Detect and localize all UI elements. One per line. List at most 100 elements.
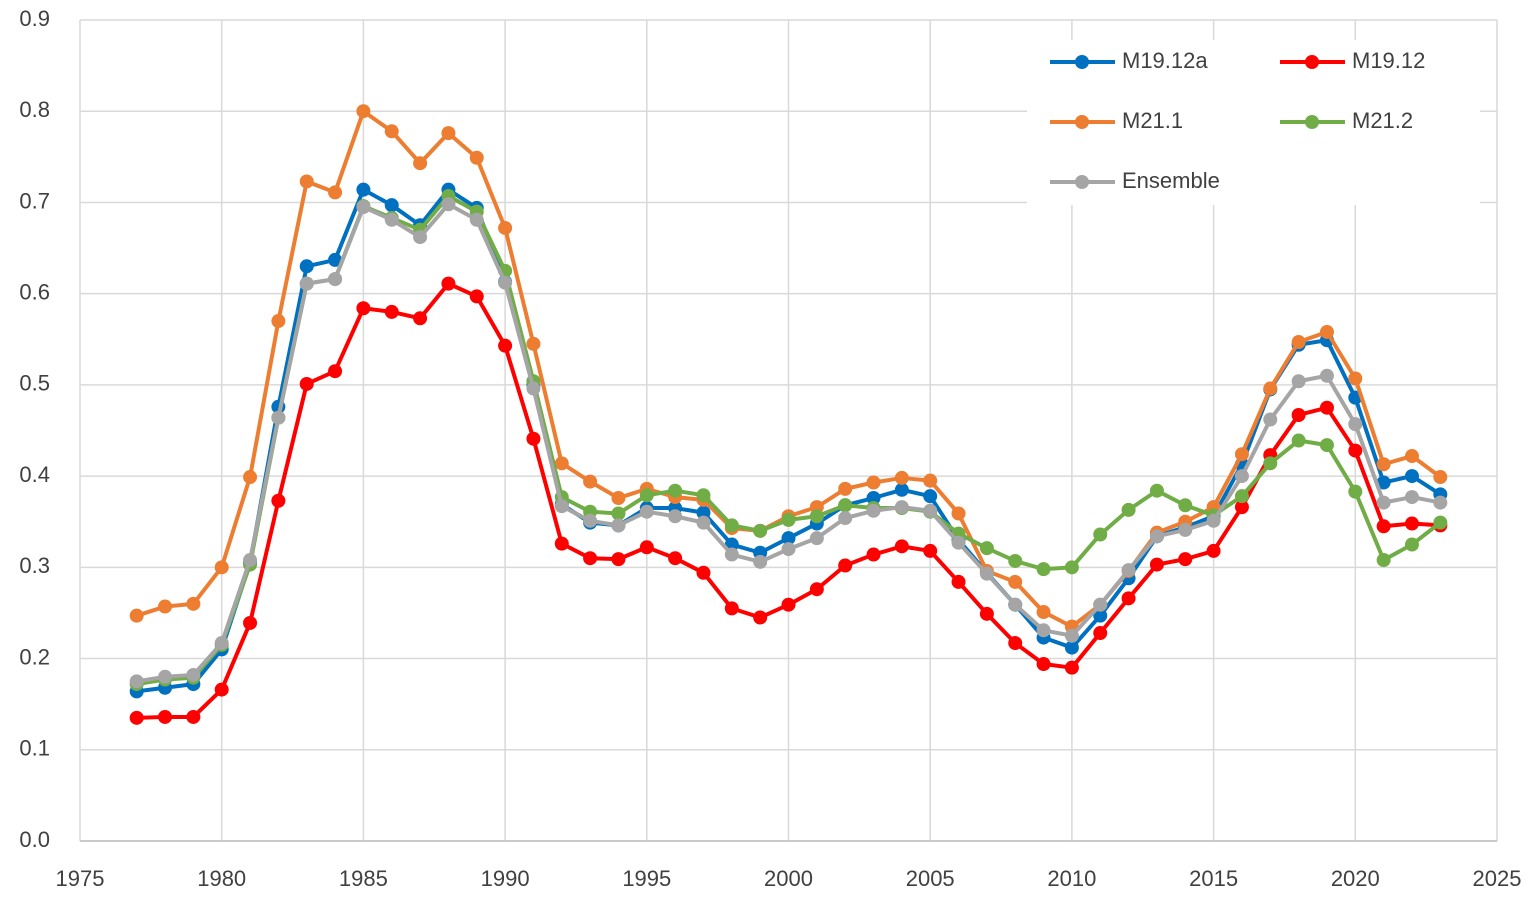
data-point xyxy=(1178,522,1193,537)
data-point xyxy=(809,582,824,597)
data-point xyxy=(214,636,229,651)
x-tick-label: 2000 xyxy=(764,866,813,891)
x-tick-label: 2005 xyxy=(906,866,955,891)
data-point xyxy=(243,615,258,630)
data-point xyxy=(979,606,994,621)
legend-marker xyxy=(1305,55,1319,69)
data-point xyxy=(158,669,173,684)
legend-entry: M21.2 xyxy=(1280,108,1413,133)
data-point xyxy=(1008,636,1023,651)
data-point xyxy=(1433,470,1448,485)
legend-marker xyxy=(1305,115,1319,129)
data-point xyxy=(1433,515,1448,530)
data-point xyxy=(1376,495,1391,510)
data-point xyxy=(979,566,994,581)
data-point xyxy=(299,259,314,274)
data-point xyxy=(158,709,173,724)
data-point xyxy=(526,336,541,351)
legend-marker xyxy=(1075,175,1089,189)
x-tick-label: 1990 xyxy=(481,866,530,891)
data-point xyxy=(894,470,909,485)
data-point xyxy=(951,506,966,521)
data-point xyxy=(781,512,796,527)
data-point xyxy=(1376,519,1391,534)
legend-entry: M21.1 xyxy=(1050,108,1183,133)
data-point xyxy=(1291,407,1306,422)
data-point xyxy=(526,431,541,446)
legend-label: M21.1 xyxy=(1122,108,1183,133)
data-point xyxy=(583,474,598,489)
legend-marker xyxy=(1075,55,1089,69)
y-tick-label: 0.2 xyxy=(19,644,50,669)
x-tick-label: 1980 xyxy=(197,866,246,891)
data-point xyxy=(1149,557,1164,572)
data-point xyxy=(554,456,569,471)
data-point xyxy=(1036,605,1051,620)
x-tick-label: 1975 xyxy=(56,866,105,891)
data-point xyxy=(781,531,796,546)
data-point xyxy=(838,481,853,496)
data-point xyxy=(214,682,229,697)
legend-marker xyxy=(1075,115,1089,129)
data-point xyxy=(554,499,569,514)
data-point xyxy=(923,489,938,504)
data-point xyxy=(724,518,739,533)
data-point xyxy=(356,182,371,197)
data-point xyxy=(753,523,768,538)
data-point xyxy=(1149,483,1164,498)
data-point xyxy=(1178,498,1193,513)
data-point xyxy=(923,473,938,488)
data-point xyxy=(668,551,683,566)
data-point xyxy=(1064,560,1079,575)
data-point xyxy=(186,667,201,682)
data-point xyxy=(1234,447,1249,462)
legend: M19.12a M19.12 M21.1 M21.2 Ensemble xyxy=(1027,40,1480,205)
data-point xyxy=(809,509,824,524)
data-point xyxy=(1064,660,1079,675)
y-tick-label: 0.5 xyxy=(19,371,50,396)
data-point xyxy=(1234,469,1249,484)
y-tick-label: 0.7 xyxy=(19,188,50,213)
data-point xyxy=(1036,657,1051,672)
data-point xyxy=(413,156,428,171)
data-point xyxy=(1404,449,1419,464)
data-point xyxy=(1178,552,1193,567)
data-point xyxy=(1121,591,1136,606)
data-point xyxy=(1291,374,1306,389)
data-point xyxy=(214,560,229,575)
y-tick-label: 0.1 xyxy=(19,736,50,761)
data-point xyxy=(611,506,626,521)
data-point xyxy=(583,513,598,528)
data-point xyxy=(753,610,768,625)
data-point xyxy=(611,491,626,506)
data-point xyxy=(894,482,909,497)
y-tick-label: 0.8 xyxy=(19,97,50,122)
data-point xyxy=(384,304,399,319)
data-point xyxy=(696,505,711,520)
data-point xyxy=(186,596,201,611)
data-point xyxy=(554,536,569,551)
data-point xyxy=(328,272,343,287)
data-point xyxy=(1404,516,1419,531)
data-point xyxy=(1319,324,1334,339)
data-point xyxy=(866,475,881,490)
data-point xyxy=(526,381,541,396)
y-tick-label: 0.4 xyxy=(19,462,50,487)
data-point xyxy=(639,504,654,519)
data-point xyxy=(1036,623,1051,638)
data-point xyxy=(1008,597,1023,612)
x-tick-label: 2010 xyxy=(1047,866,1096,891)
data-point xyxy=(753,554,768,569)
data-point xyxy=(271,314,286,329)
data-point xyxy=(1348,371,1363,386)
data-point xyxy=(894,539,909,554)
data-point xyxy=(129,608,144,623)
data-point xyxy=(469,150,484,165)
data-point xyxy=(498,220,513,235)
data-point xyxy=(1319,438,1334,453)
data-point xyxy=(469,212,484,227)
legend-label: Ensemble xyxy=(1122,168,1220,193)
data-point xyxy=(838,558,853,573)
data-point xyxy=(1121,563,1136,578)
data-point xyxy=(639,488,654,503)
